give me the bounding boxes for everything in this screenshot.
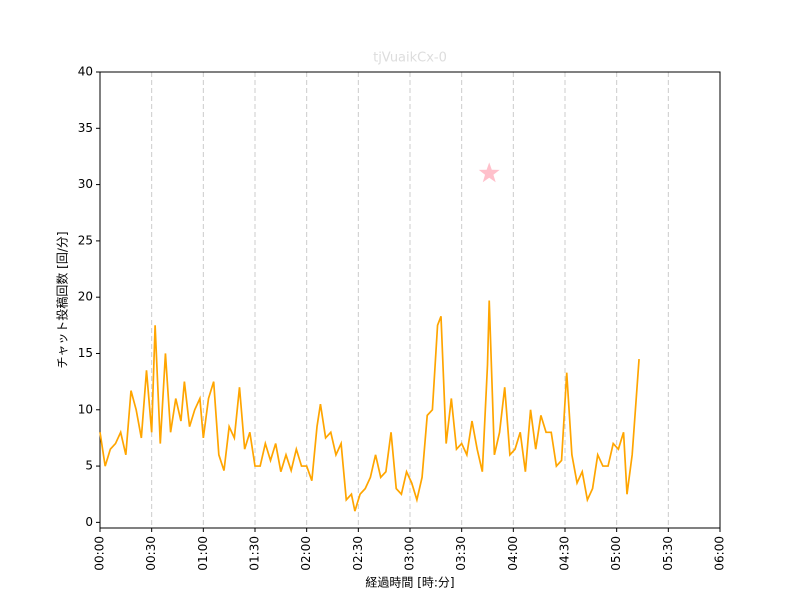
y-tick-label: 40 — [78, 65, 93, 79]
y-tick-label: 15 — [78, 346, 93, 360]
x-tick-label: 01:30 — [248, 536, 262, 571]
x-tick-label: 04:00 — [506, 536, 520, 571]
y-tick-label: 0 — [85, 515, 93, 529]
y-tick-label: 30 — [78, 177, 93, 191]
line — [99, 300, 640, 512]
y-tick-label: 35 — [78, 121, 93, 135]
x-tick-label: 04:30 — [558, 536, 572, 571]
x-tick-label: 03:00 — [403, 536, 417, 571]
x-tick-label: 02:00 — [299, 536, 313, 571]
y-tick-label: 20 — [78, 290, 93, 304]
x-tick-label: 05:30 — [661, 536, 675, 571]
y-tick-label: 10 — [78, 402, 93, 416]
x-tick-label: 03:30 — [454, 536, 468, 571]
y-tick-label: 25 — [78, 233, 93, 247]
x-tick-label: 05:00 — [609, 536, 623, 571]
x-axis-label: 経過時間 [時:分] — [365, 576, 454, 590]
plot-frame — [99, 71, 721, 529]
chart-title: tjVuaikCx-0 — [373, 51, 447, 66]
x-tick-label: 00:30 — [144, 536, 158, 571]
y-tick-label: 5 — [85, 459, 93, 473]
star-marker — [478, 162, 500, 183]
x-tick-label: 06:00 — [713, 536, 727, 571]
x-tick-label: 00:00 — [93, 536, 107, 571]
x-tick-label: 02:30 — [351, 536, 365, 571]
y-axis-label: チャット投稿回数 [回/分] — [55, 231, 70, 368]
x-tick-label: 01:00 — [196, 536, 210, 571]
